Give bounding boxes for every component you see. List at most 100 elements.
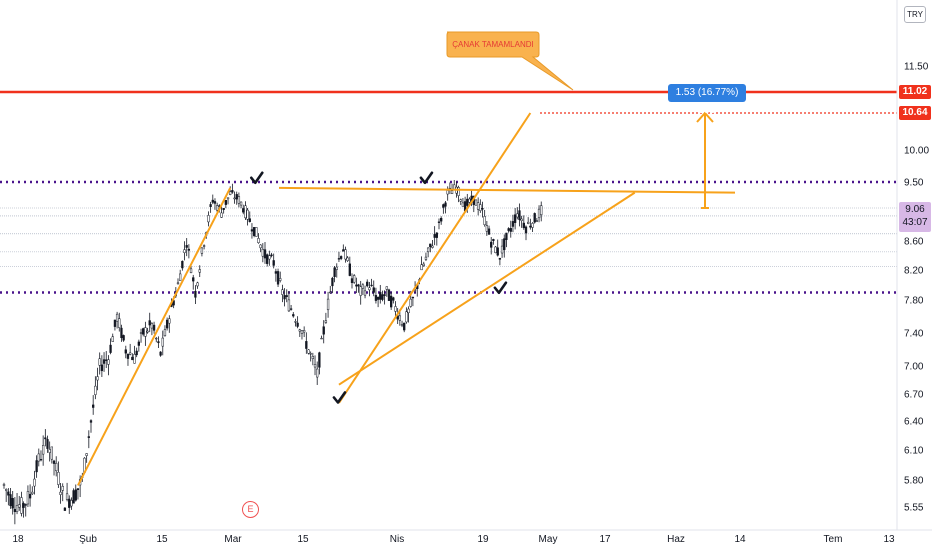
candle-body <box>516 213 519 218</box>
callout[interactable]: ÇANAK TAMAMLANDI <box>446 31 574 91</box>
candle-body <box>503 238 506 251</box>
candle-body <box>198 269 201 273</box>
candle-body <box>105 359 108 361</box>
candle-body <box>474 199 478 206</box>
candle-body <box>146 330 149 333</box>
candle-body <box>242 208 245 213</box>
price-tag-red-main: 11.02 <box>899 85 931 99</box>
candle-body <box>244 205 247 219</box>
trend-line-support-rising <box>338 191 636 386</box>
candle-body <box>387 289 391 301</box>
candle-body <box>111 336 114 342</box>
time-axis-tick: 15 <box>297 534 309 545</box>
candle-body <box>261 248 264 257</box>
candle-body <box>524 226 528 234</box>
candle-body <box>70 500 73 507</box>
candle-body <box>189 268 193 273</box>
candle-body <box>109 344 112 353</box>
candle-body <box>320 337 323 340</box>
candle-body <box>200 247 204 254</box>
price-axis[interactable]: 11.50 10.00 9.50 8.60 8.20 7.80 7.40 7.00 6.70 6.… <box>904 62 929 514</box>
price-axis-tick: 6.10 <box>904 446 924 457</box>
trend-line-uptrend-major <box>77 187 232 486</box>
candle-body <box>483 216 486 226</box>
candle-body <box>303 330 306 333</box>
time-axis-tick: 17 <box>599 534 611 545</box>
candle-body <box>383 294 386 296</box>
candle-body <box>379 292 382 300</box>
candle-body <box>196 282 199 287</box>
callout-text: ÇANAK TAMAMLANDI <box>452 40 534 49</box>
measure-label[interactable]: 1.53 (16.77%) 153 <box>668 84 746 116</box>
price-axis-tick: 6.70 <box>904 390 924 401</box>
candle-body <box>331 277 334 287</box>
candle-body <box>459 199 462 202</box>
candle-body <box>481 208 484 210</box>
candle-body <box>96 376 99 381</box>
candle-body <box>300 330 304 334</box>
candle-body <box>65 493 69 500</box>
candle-body <box>52 460 56 464</box>
candle-body <box>431 245 434 248</box>
currency-label[interactable]: TRY <box>904 6 926 23</box>
trend-lines[interactable] <box>77 112 736 486</box>
candle-body <box>237 196 241 204</box>
candle-body <box>209 204 212 208</box>
candle-body <box>102 359 106 364</box>
candle-body <box>220 212 223 218</box>
candle-body <box>98 358 101 366</box>
candle-body <box>292 314 295 317</box>
candle-body <box>192 277 195 282</box>
candle-body <box>7 491 10 496</box>
candle-body <box>20 497 23 514</box>
candle-body <box>357 284 360 287</box>
price-axis-tick: 5.55 <box>904 503 924 514</box>
candle-body <box>87 436 90 438</box>
candle-body <box>461 202 465 207</box>
check-marks <box>250 171 508 404</box>
candle-body <box>520 218 523 221</box>
candle-body <box>529 225 532 228</box>
candle-body <box>285 295 288 297</box>
candle-body <box>289 308 293 310</box>
candle-body <box>155 337 158 340</box>
candle-body <box>326 298 330 311</box>
candle-body <box>107 359 110 365</box>
candle-body <box>55 463 58 472</box>
price-axis-tick: 8.60 <box>904 237 924 248</box>
measure-arrow[interactable] <box>696 111 714 209</box>
earnings-marker[interactable]: E <box>242 501 259 518</box>
candle-body <box>359 286 362 296</box>
candle-body <box>268 255 271 260</box>
candle-body <box>137 341 140 346</box>
time-axis[interactable]: 18 Şub 15 Mar 15 Nis 19 May 17 Haz 14 Tem 13 <box>12 534 895 545</box>
candle-body <box>307 349 310 354</box>
candle-body <box>518 210 521 221</box>
candle-body <box>222 207 225 210</box>
candle-body <box>281 289 284 295</box>
trend-line-uptrend-right <box>338 112 532 404</box>
candle-body <box>533 213 536 223</box>
candle-body <box>113 319 117 327</box>
candle-body <box>139 332 143 334</box>
candle-body <box>385 286 388 290</box>
candle-body <box>339 256 343 259</box>
price-axis-tick: 8.20 <box>904 266 924 277</box>
candle-body <box>233 197 236 200</box>
candle-body <box>159 351 162 356</box>
candle-body <box>400 324 404 326</box>
candle-body <box>142 328 145 335</box>
candle-body <box>61 486 64 491</box>
candle-body <box>381 294 384 300</box>
candle-body <box>257 238 260 244</box>
candle-body <box>185 245 188 248</box>
candle-body <box>374 295 378 301</box>
candle-body <box>152 324 156 331</box>
candle-body <box>211 199 214 203</box>
candle-body <box>446 190 449 195</box>
time-axis-tick: 19 <box>477 534 489 545</box>
candle-body <box>24 504 27 506</box>
check-mark <box>332 391 347 404</box>
candle-body <box>248 218 251 222</box>
